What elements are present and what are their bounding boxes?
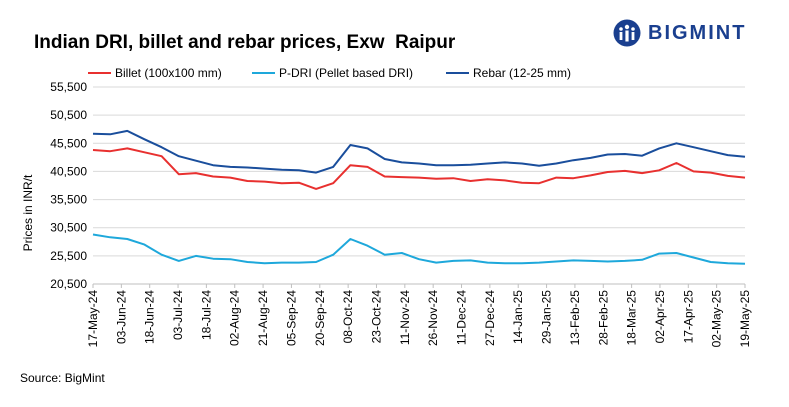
- x-tick-label: 17-Apr-25: [681, 290, 695, 344]
- y-tick-label: 50,500: [50, 108, 87, 122]
- x-tick-label: 11-Nov-24: [398, 290, 412, 345]
- y-axis-label: Prices in INR/t: [21, 174, 35, 251]
- legend-label: Rebar (12-25 mm): [473, 66, 571, 80]
- x-tick-label: 21-Aug-24: [256, 290, 270, 346]
- x-tick-label: 18-Jul-24: [199, 290, 213, 340]
- x-tick-label: 02-Aug-24: [228, 290, 242, 346]
- x-axis: 17-May-24 03-Jun-24 18-Jun-24 03-Jul-24 18-J…: [86, 283, 752, 348]
- x-tick-label: 18-Mar-25: [625, 290, 639, 346]
- x-tick-label: 03-Jun-24: [114, 290, 128, 344]
- source-note: Source: BigMint: [20, 371, 105, 385]
- x-tick-label: 23-Oct-24: [369, 290, 383, 344]
- x-tick-label: 27-Dec-24: [483, 290, 497, 346]
- x-tick-label: 26-Nov-24: [426, 290, 440, 346]
- y-tick-label: 25,500: [50, 249, 87, 263]
- x-tick-label: 28-Feb-25: [596, 290, 610, 346]
- x-tick-label: 11-Dec-24: [455, 290, 469, 345]
- x-tick-label: 08-Oct-24: [341, 290, 355, 344]
- x-tick-label: 02-May-25: [710, 290, 724, 348]
- legend: Billet (100x100 mm) P-DRI (Pellet based D…: [88, 66, 571, 80]
- series-line: [92, 129, 746, 174]
- x-tick-label: 03-Jul-24: [171, 290, 185, 340]
- legend-label: Billet (100x100 mm): [115, 66, 222, 80]
- y-axis: 20,500 25,500 30,500 35,500 40,500 45,500 50,5…: [50, 80, 87, 291]
- y-tick-label: 40,500: [50, 164, 87, 178]
- x-tick-label: 18-Jun-24: [143, 290, 157, 344]
- gridlines: [93, 86, 745, 285]
- x-tick-label: 29-Jan-25: [540, 290, 554, 344]
- y-tick-label: 55,500: [50, 80, 87, 94]
- y-tick-label: 35,500: [50, 193, 87, 207]
- series-lines: [92, 129, 746, 265]
- x-tick-label: 02-Apr-25: [653, 290, 667, 344]
- x-tick-label: 05-Sep-24: [284, 290, 298, 346]
- y-tick-label: 20,500: [50, 277, 87, 291]
- bigmint-logo: BIGMINT: [612, 18, 782, 50]
- chart-title: Indian DRI, billet and rebar prices, Exw…: [34, 32, 456, 53]
- y-tick-label: 30,500: [50, 221, 87, 235]
- x-tick-label: 20-Sep-24: [313, 290, 327, 346]
- legend-label: P-DRI (Pellet based DRI): [279, 66, 413, 80]
- bigmint-logo-mark-icon: [613, 19, 641, 47]
- x-tick-label: 17-May-24: [86, 290, 100, 348]
- brand-name: BIGMINT: [648, 22, 747, 44]
- series-line: [92, 147, 746, 190]
- x-tick-label: 14-Jan-25: [511, 290, 525, 344]
- series-line: [92, 233, 746, 265]
- x-tick-label: 19-May-25: [738, 290, 752, 348]
- x-tick-label: 13-Feb-25: [568, 290, 582, 346]
- y-tick-label: 45,500: [50, 136, 87, 150]
